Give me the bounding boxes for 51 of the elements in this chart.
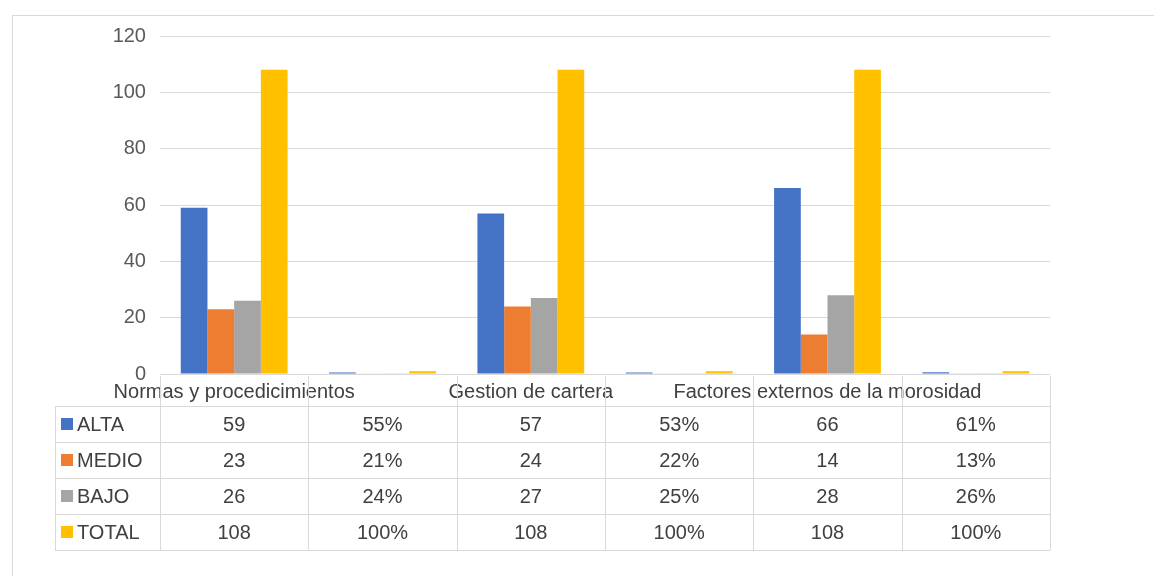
bar — [530, 297, 558, 374]
data-label: 25% — [658, 483, 701, 509]
y-tick-label: 60 — [123, 192, 146, 215]
y-tick-label: 80 — [123, 136, 146, 159]
x-tick-label: Factores externos de la morosidad — [672, 378, 983, 404]
bar — [409, 371, 436, 374]
data-label: 55% — [361, 411, 404, 437]
x-tick-label: Gestion de cartera — [448, 379, 614, 402]
y-tick-label: 40 — [123, 248, 146, 271]
data-label: 53% — [658, 411, 701, 437]
data-label: 61% — [954, 411, 997, 437]
bar — [180, 207, 208, 374]
data-label: 108 — [513, 519, 549, 545]
data-label: 100% — [355, 519, 410, 545]
legend-label: TOTAL — [77, 520, 140, 544]
y-tick-label: 120 — [112, 23, 146, 46]
bar — [504, 306, 531, 374]
data-label: 14 — [815, 447, 840, 473]
data-label: 24 — [518, 447, 543, 473]
data-label: 59 — [222, 411, 247, 437]
bar — [557, 69, 585, 374]
bar — [774, 188, 801, 374]
data-label: 26 — [222, 483, 247, 509]
legend-label: ALTA — [77, 412, 125, 436]
data-label: 24% — [361, 483, 404, 509]
bar — [854, 69, 881, 374]
data-label: 100% — [949, 519, 1003, 545]
data-label: 22% — [658, 447, 701, 473]
data-label: 23 — [222, 447, 247, 473]
bar — [1002, 371, 1030, 374]
y-tick-label: 20 — [123, 305, 146, 328]
bar — [477, 213, 505, 374]
y-tick-label: 100 — [112, 79, 146, 102]
data-label: 57 — [518, 411, 543, 437]
bar — [827, 295, 855, 374]
bar — [705, 371, 733, 374]
data-label: 66 — [815, 411, 840, 437]
data-label: 21% — [361, 447, 404, 473]
bar — [800, 334, 828, 374]
data-label: 100% — [652, 519, 706, 545]
data-label: 108 — [809, 519, 846, 545]
data-label: 27 — [518, 483, 543, 509]
data-label: 13% — [954, 447, 997, 473]
bar — [234, 300, 261, 374]
data-label: 28 — [815, 483, 840, 509]
bar — [260, 69, 288, 374]
legend-label: MEDIO — [77, 448, 143, 472]
data-label: 26% — [954, 483, 997, 509]
data-label: 108 — [216, 519, 252, 545]
legend-label: BAJO — [77, 484, 130, 508]
bar — [207, 309, 235, 374]
